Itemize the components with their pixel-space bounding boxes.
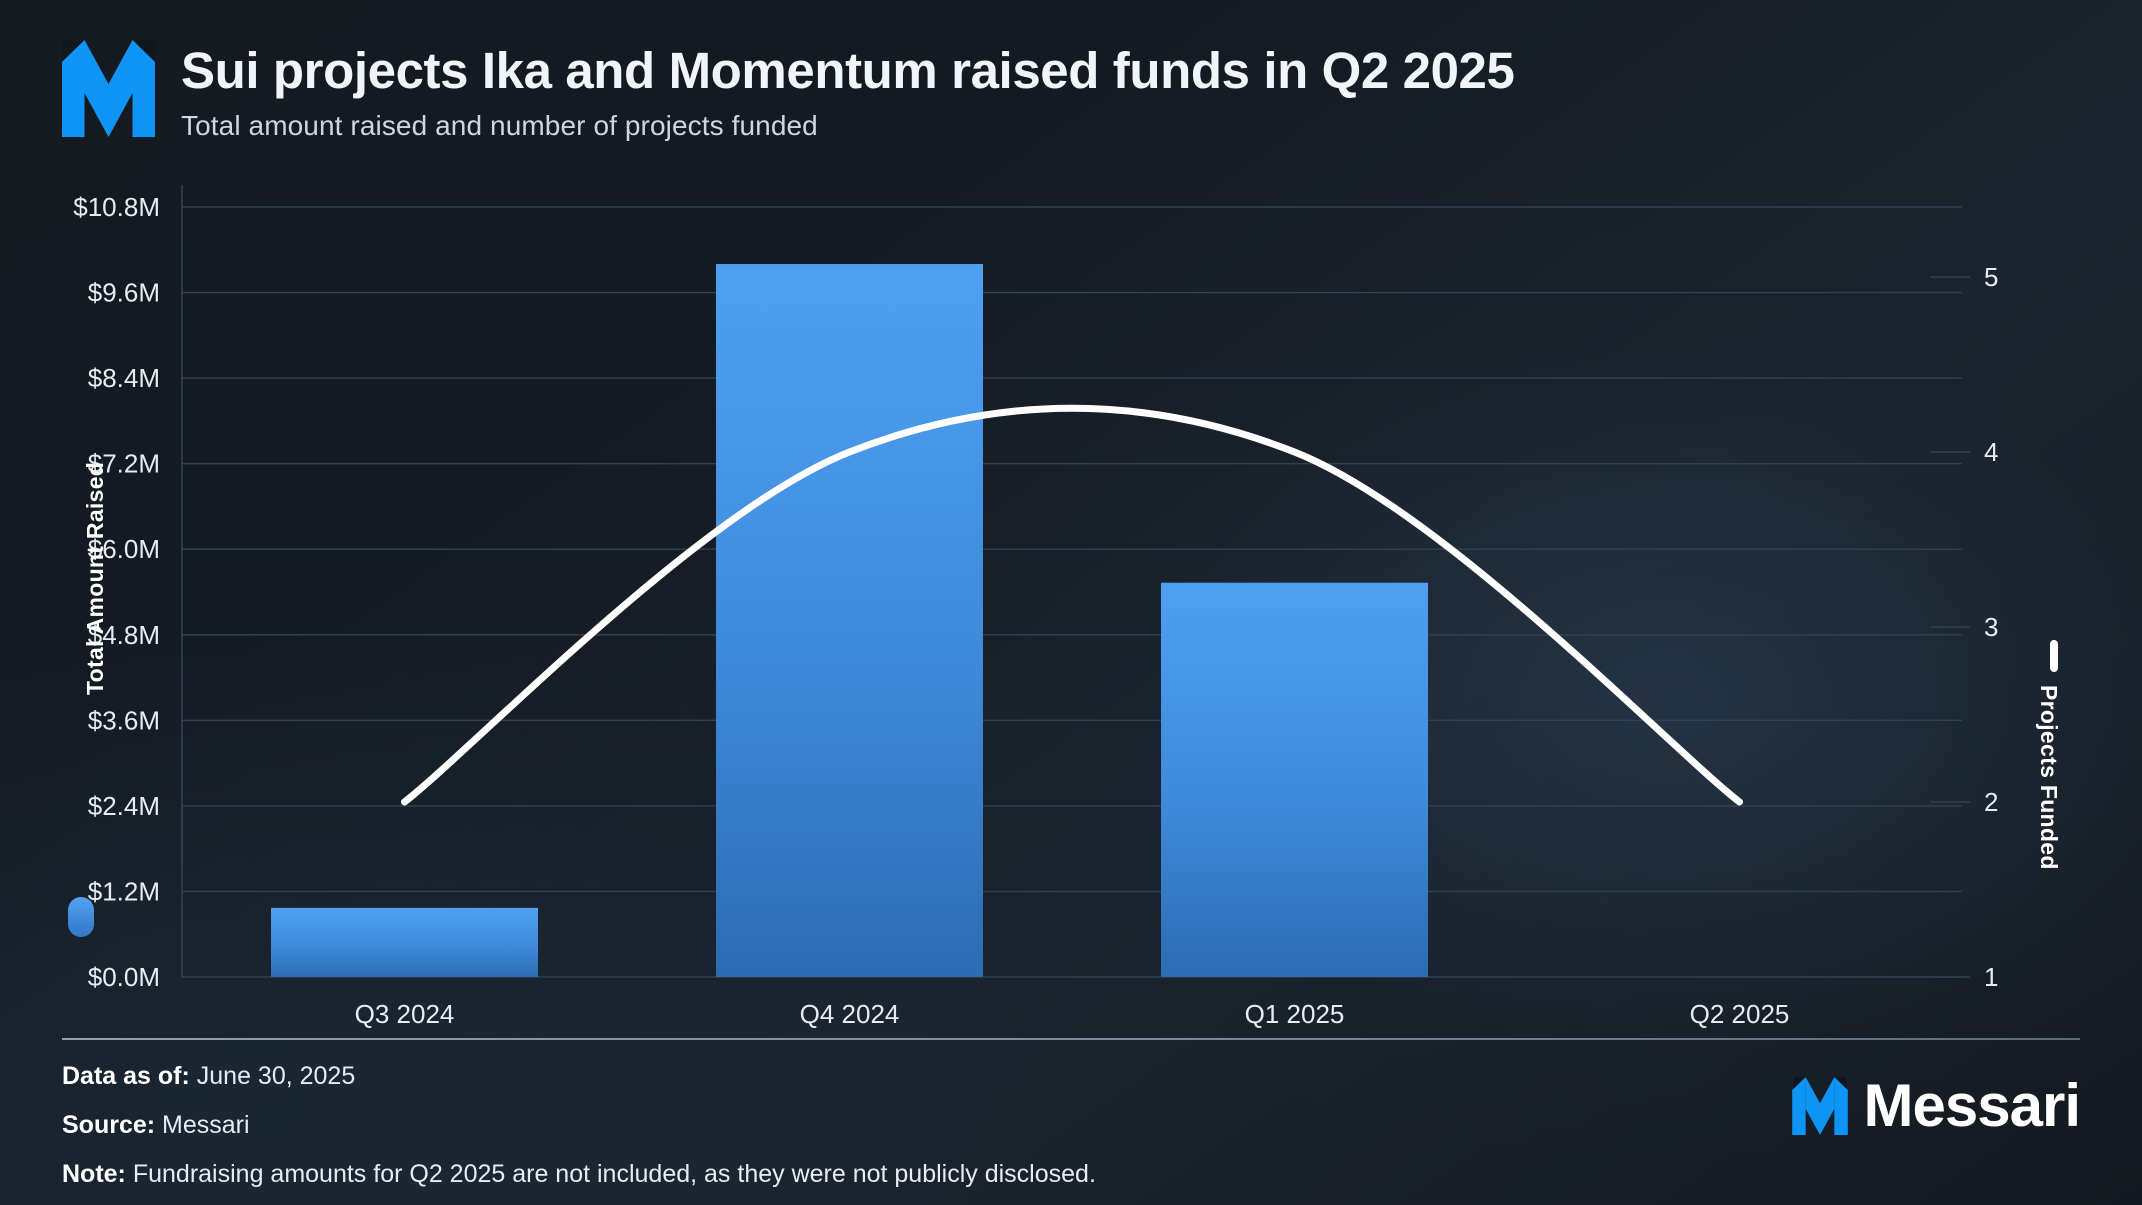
projects-funded-line [401,404,1743,806]
footer-notes: Data as of: June 30, 2025 Source: Messar… [62,1062,2080,1189]
page-title: Sui projects Ika and Momentum raised fun… [181,42,1515,99]
footer-divider [62,1038,2080,1040]
legend-swatch-line [2050,640,2058,672]
source-label: Source: [62,1111,156,1139]
plot-area: Total Amount Raised Projects Funded $0.0… [0,185,2142,1045]
y-axis-right-title: Projects Funded [2036,685,2062,870]
y-axis-left-tick-label: $8.4M [88,363,160,393]
y-axis-right-tick-label: 5 [1984,262,1998,292]
chart-footer: Data as of: June 30, 2025 Source: Messar… [62,1038,2081,1205]
messari-m-logo-icon [1791,1077,1848,1135]
x-axis-tick-label: Q3 2024 [355,999,455,1029]
y-axis-left-tick-label: $3.6M [88,705,160,735]
y-axis-left-title: Total Amount Raised [82,461,108,695]
y-axis-left-ticks: $0.0M $1.2M $2.4M $3.6M $4.8M $6.0M $7.2M $8.4M… [73,192,160,992]
line-series [401,404,1743,806]
footer-brand: Messari [1791,1072,2081,1139]
footer-wordmark: Messari [1863,1072,2081,1139]
bar-q4-2024 [716,264,983,977]
y-axis-left-tick-label: $6.0M [88,534,160,564]
legend-swatch-bars [68,897,94,937]
y-axis-left-tick-label: $9.6M [88,278,160,308]
note-label: Note: [62,1160,126,1188]
note-line: Note: Fundraising amounts for Q2 2025 ar… [62,1160,2080,1189]
header-text-block: Sui projects Ika and Momentum raised fun… [181,34,1515,142]
grid-lines [181,185,1962,978]
y-axis-left-tick-label: $0.0M [88,962,160,992]
y-axis-left-tick-label: $2.4M [88,791,160,821]
source-line: Source: Messari [62,1111,2080,1140]
y-axis-right-tick-label: 3 [1984,612,1998,642]
bar-q3-2024 [271,907,538,977]
note-value: Fundraising amounts for Q2 2025 are not … [132,1160,1096,1188]
y-axis-left-tick-label: $1.2M [88,876,160,906]
y-axis-right-tick-label: 2 [1984,787,1998,817]
data-as-of-label: Data as of: [62,1062,190,1090]
y-axis-right-tick-label: 1 [1984,962,1998,992]
y-axis-right-tick-label: 4 [1984,437,1998,467]
bar-q1-2025 [1161,582,1428,977]
y-axis-left-tick-label: $10.8M [73,192,160,222]
source-value: Messari [162,1111,250,1139]
data-as-of-value: June 30, 2025 [196,1062,356,1090]
x-axis-tick-label: Q4 2024 [800,999,900,1029]
bar-series [271,264,1428,977]
y-axis-right-ticks: 1 2 3 4 5 [1930,262,1998,992]
x-axis-tick-label: Q2 2025 [1690,999,1790,1029]
x-axis-tick-label: Q1 2025 [1245,999,1345,1029]
y-axis-left-tick-label: $7.2M [88,449,160,479]
chart-plot-svg: $0.0M $1.2M $2.4M $3.6M $4.8M $6.0M $7.2M $8.4M… [73,185,1998,1029]
page-subtitle: Total amount raised and number of projec… [181,110,818,142]
messari-m-logo-icon [62,40,155,137]
data-as-of-line: Data as of: June 30, 2025 [62,1062,2080,1091]
x-axis-ticks: Q3 2024 Q4 2024 Q1 2025 Q2 2025 [355,999,1790,1029]
y-axis-left-tick-label: $4.8M [88,620,160,650]
chart-header: Sui projects Ika and Momentum raised fun… [62,34,1515,142]
